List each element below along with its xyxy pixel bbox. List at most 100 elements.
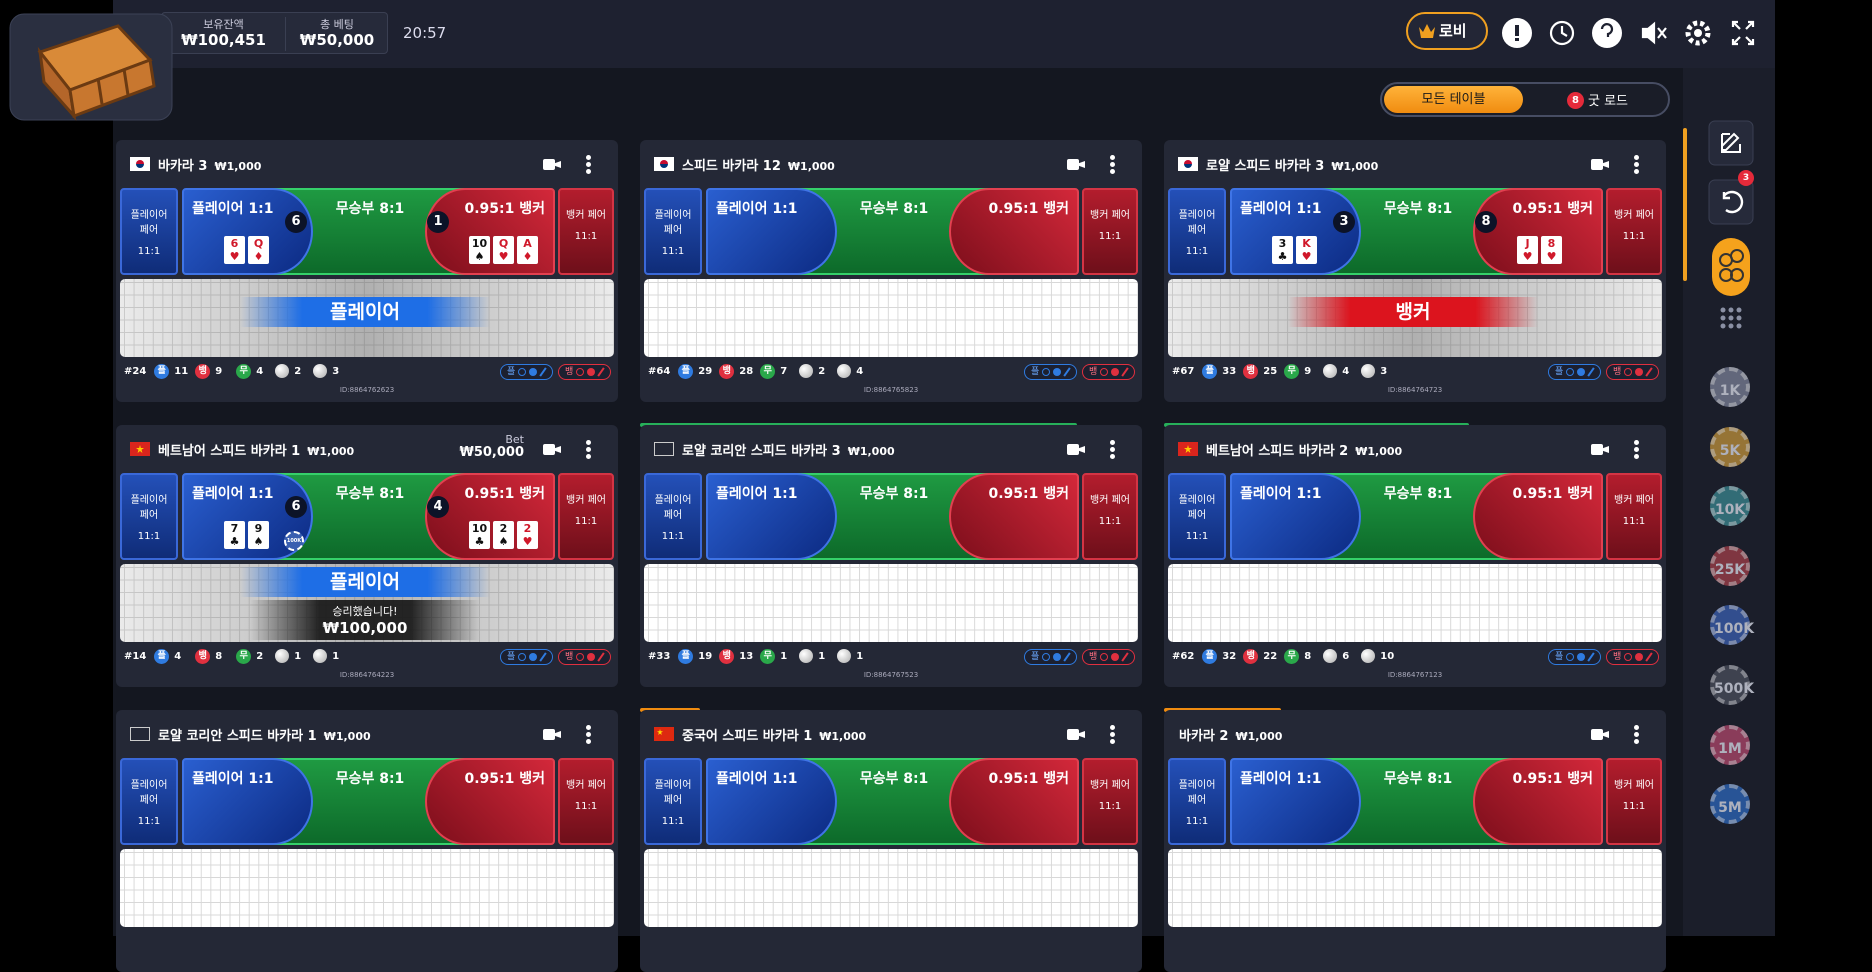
banker-pair-bet[interactable]: 뱅커 페어 11:1 (1082, 758, 1138, 845)
settings-icon[interactable] (1685, 20, 1711, 46)
table-card[interactable]: 로얄 코리안 스피드 바카라 1 ₩1,000 플레이어 페어 11:1 무승부 8:1… (116, 710, 618, 972)
video-icon[interactable] (1067, 159, 1085, 170)
chip[interactable]: 100K (1710, 605, 1754, 646)
banker-bet[interactable]: 0.95:1 뱅커 (949, 473, 1079, 560)
banker-pair-bet[interactable]: 뱅커 페어 11:1 (558, 473, 614, 560)
player-predict[interactable]: 플 (1548, 649, 1601, 665)
table-card[interactable]: 중국어 스피드 바카라 1 ₩1,000 플레이어 페어 11:1 무승부 8:1 플레이… (640, 710, 1142, 972)
video-icon[interactable] (543, 444, 561, 455)
mute-icon[interactable] (1641, 21, 1656, 45)
player-pair-bet[interactable]: 플레이어 페어 11:1 (644, 758, 702, 845)
banker-pair-bet[interactable]: 뱅커 페어 11:1 (1606, 473, 1662, 560)
video-icon[interactable] (1591, 159, 1609, 170)
player-pair-bet[interactable]: 플레이어 페어 11:1 (1168, 758, 1226, 845)
view-toggle[interactable] (1712, 238, 1750, 296)
player-pair-bet[interactable]: 플레이어 페어 11:1 (1168, 473, 1226, 560)
chip[interactable]: 1K (1710, 367, 1750, 407)
menu-icon[interactable] (586, 155, 592, 175)
video-icon[interactable] (1067, 444, 1085, 455)
video-icon[interactable] (1591, 729, 1609, 740)
menu-icon[interactable] (1634, 155, 1640, 175)
player-bet[interactable]: 플레이어 1:1 (1230, 758, 1361, 845)
menu-icon[interactable] (1110, 155, 1116, 175)
video-icon[interactable] (543, 729, 561, 740)
bead-road: 뱅커 (1168, 279, 1662, 357)
banker-bet[interactable]: 0.95:1 뱅커 (949, 758, 1079, 845)
player-bet[interactable]: 플레이어 1:1 (182, 188, 313, 275)
player-bet[interactable]: 플레이어 1:1 (1230, 473, 1361, 560)
banker-predict[interactable]: 뱅 (558, 364, 611, 380)
chip[interactable]: 5K (1710, 426, 1750, 467)
banker-predict[interactable]: 뱅 (558, 649, 611, 665)
video-icon[interactable] (1591, 444, 1609, 455)
flag-star (657, 729, 663, 735)
player-pair-bet[interactable]: 플레이어 페어 11:1 (120, 473, 178, 560)
treasure-chest[interactable] (8, 12, 174, 122)
banker-predict[interactable]: 뱅 (1606, 364, 1659, 380)
help-icon[interactable] (1592, 18, 1622, 48)
menu-icon[interactable] (586, 440, 592, 460)
predict-circle (1566, 653, 1574, 661)
good-road-tab[interactable]: 굿 로드 (1588, 94, 1629, 109)
banker-pair-bet[interactable]: 뱅커 페어 11:1 (1082, 188, 1138, 275)
player-predict[interactable]: 플 (500, 364, 553, 380)
fullscreen-icon[interactable] (1731, 20, 1755, 46)
player-predict[interactable]: 플 (500, 649, 553, 665)
menu-icon[interactable] (1634, 725, 1640, 745)
player-bet[interactable]: 플레이어 1:1 (706, 758, 837, 845)
table-card[interactable]: 바카라 2 ₩1,000 플레이어 페어 11:1 무승부 8:1 플레이어 1:1 0.9… (1164, 710, 1666, 972)
menu-icon[interactable] (1634, 440, 1640, 460)
table-title: 스피드 바카라 12 (682, 159, 781, 174)
player-bet[interactable]: 플레이어 1:1 (706, 473, 837, 560)
table-card[interactable]: 베트남어 스피드 바카라 2 ₩1,000 플레이어 페어 11:1 무승부 8:1 플레… (1164, 425, 1666, 687)
player-pair-bet[interactable]: 플레이어 페어 11:1 (120, 188, 178, 275)
player-bet[interactable]: 플레이어 1:1 (182, 758, 313, 845)
player-pair-bet[interactable]: 플레이어 페어 11:1 (644, 188, 702, 275)
player-predict[interactable]: 플 (1024, 364, 1077, 380)
table-card[interactable]: 스피드 바카라 12 ₩1,000 플레이어 페어 11:1 무승부 8:1 플레이어 1… (640, 140, 1142, 402)
menu-icon[interactable] (1110, 725, 1116, 745)
table-card[interactable]: 바카라 3 ₩1,000 플레이어 페어 11:1 무승부 8:1 플레이어 1:1 0.9… (116, 140, 618, 402)
banker-bet[interactable]: 0.95:1 뱅커 (425, 758, 555, 845)
banker-bet[interactable]: 0.95:1 뱅커 (1473, 473, 1603, 560)
all-tables-tab[interactable]: 모든 테이블 (1384, 86, 1523, 113)
menu-icon[interactable] (1110, 440, 1116, 460)
chip[interactable]: 500K (1710, 665, 1754, 705)
banker-bet[interactable]: 0.95:1 뱅커 (1473, 758, 1603, 845)
chip[interactable]: 10K (1710, 486, 1750, 527)
video-icon[interactable] (543, 159, 561, 170)
chip[interactable]: 25K (1710, 545, 1750, 586)
chip[interactable]: 5M (1710, 784, 1750, 825)
banker-pair-bet[interactable]: 뱅커 페어 11:1 (1606, 758, 1662, 845)
table-title: 베트남어 스피드 바카라 1 (158, 444, 301, 459)
banker-predict[interactable]: 뱅 (1606, 649, 1659, 665)
player-predict[interactable]: 플 (1024, 649, 1077, 665)
banker-predict[interactable]: 뱅 (1082, 364, 1135, 380)
banker-pair-bet[interactable]: 뱅커 페어 11:1 (558, 188, 614, 275)
banker-predict[interactable]: 뱅 (1082, 649, 1135, 665)
player-bet[interactable]: 플레이어 1:1 (706, 188, 837, 275)
video-icon[interactable] (1067, 729, 1085, 740)
player-pair-bet[interactable]: 플레이어 페어 11:1 (1168, 188, 1226, 275)
player-pair-bet[interactable]: 플레이어 페어 11:1 (644, 473, 702, 560)
banker-pair-bet[interactable]: 뱅커 페어 11:1 (1082, 473, 1138, 560)
bet-area: 플레이어 페어 11:1 무승부 8:1 플레이어 1:1 0.95:1 뱅커 뱅커 페어… (1168, 188, 1662, 275)
undo-button[interactable] (1708, 179, 1754, 225)
edit-button[interactable] (1708, 120, 1754, 166)
player-predict[interactable]: 플 (1548, 364, 1601, 380)
table-card[interactable]: 베트남어 스피드 바카라 1 ₩1,000 Bet ₩50,000 플레이어 페어 11:… (116, 425, 618, 687)
player-bet[interactable]: 플레이어 1:1 (1230, 188, 1361, 275)
menu-dot (1110, 162, 1115, 167)
table-card[interactable]: 로얄 코리안 스피드 바카라 3 ₩1,000 플레이어 페어 11:1 무승부 8:1… (640, 425, 1142, 687)
chip[interactable]: 1M (1710, 724, 1750, 765)
banker-pair-bet[interactable]: 뱅커 페어 11:1 (558, 758, 614, 845)
banker-pair-bet[interactable]: 뱅커 페어 11:1 (1606, 188, 1662, 275)
menu-icon[interactable] (586, 725, 592, 745)
lobby-button[interactable]: 로비 (1406, 12, 1488, 50)
banker-bet[interactable]: 0.95:1 뱅커 (949, 188, 1079, 275)
tie-count: 2 (256, 650, 264, 662)
table-card[interactable]: 로얄 스피드 바카라 3 ₩1,000 플레이어 페어 11:1 무승부 8:1 플레이어… (1164, 140, 1666, 402)
player-pair-bet[interactable]: 플레이어 페어 11:1 (120, 758, 178, 845)
history-icon[interactable] (1549, 20, 1575, 46)
banker-bet[interactable]: 0.95:1 뱅커 (1473, 188, 1603, 275)
